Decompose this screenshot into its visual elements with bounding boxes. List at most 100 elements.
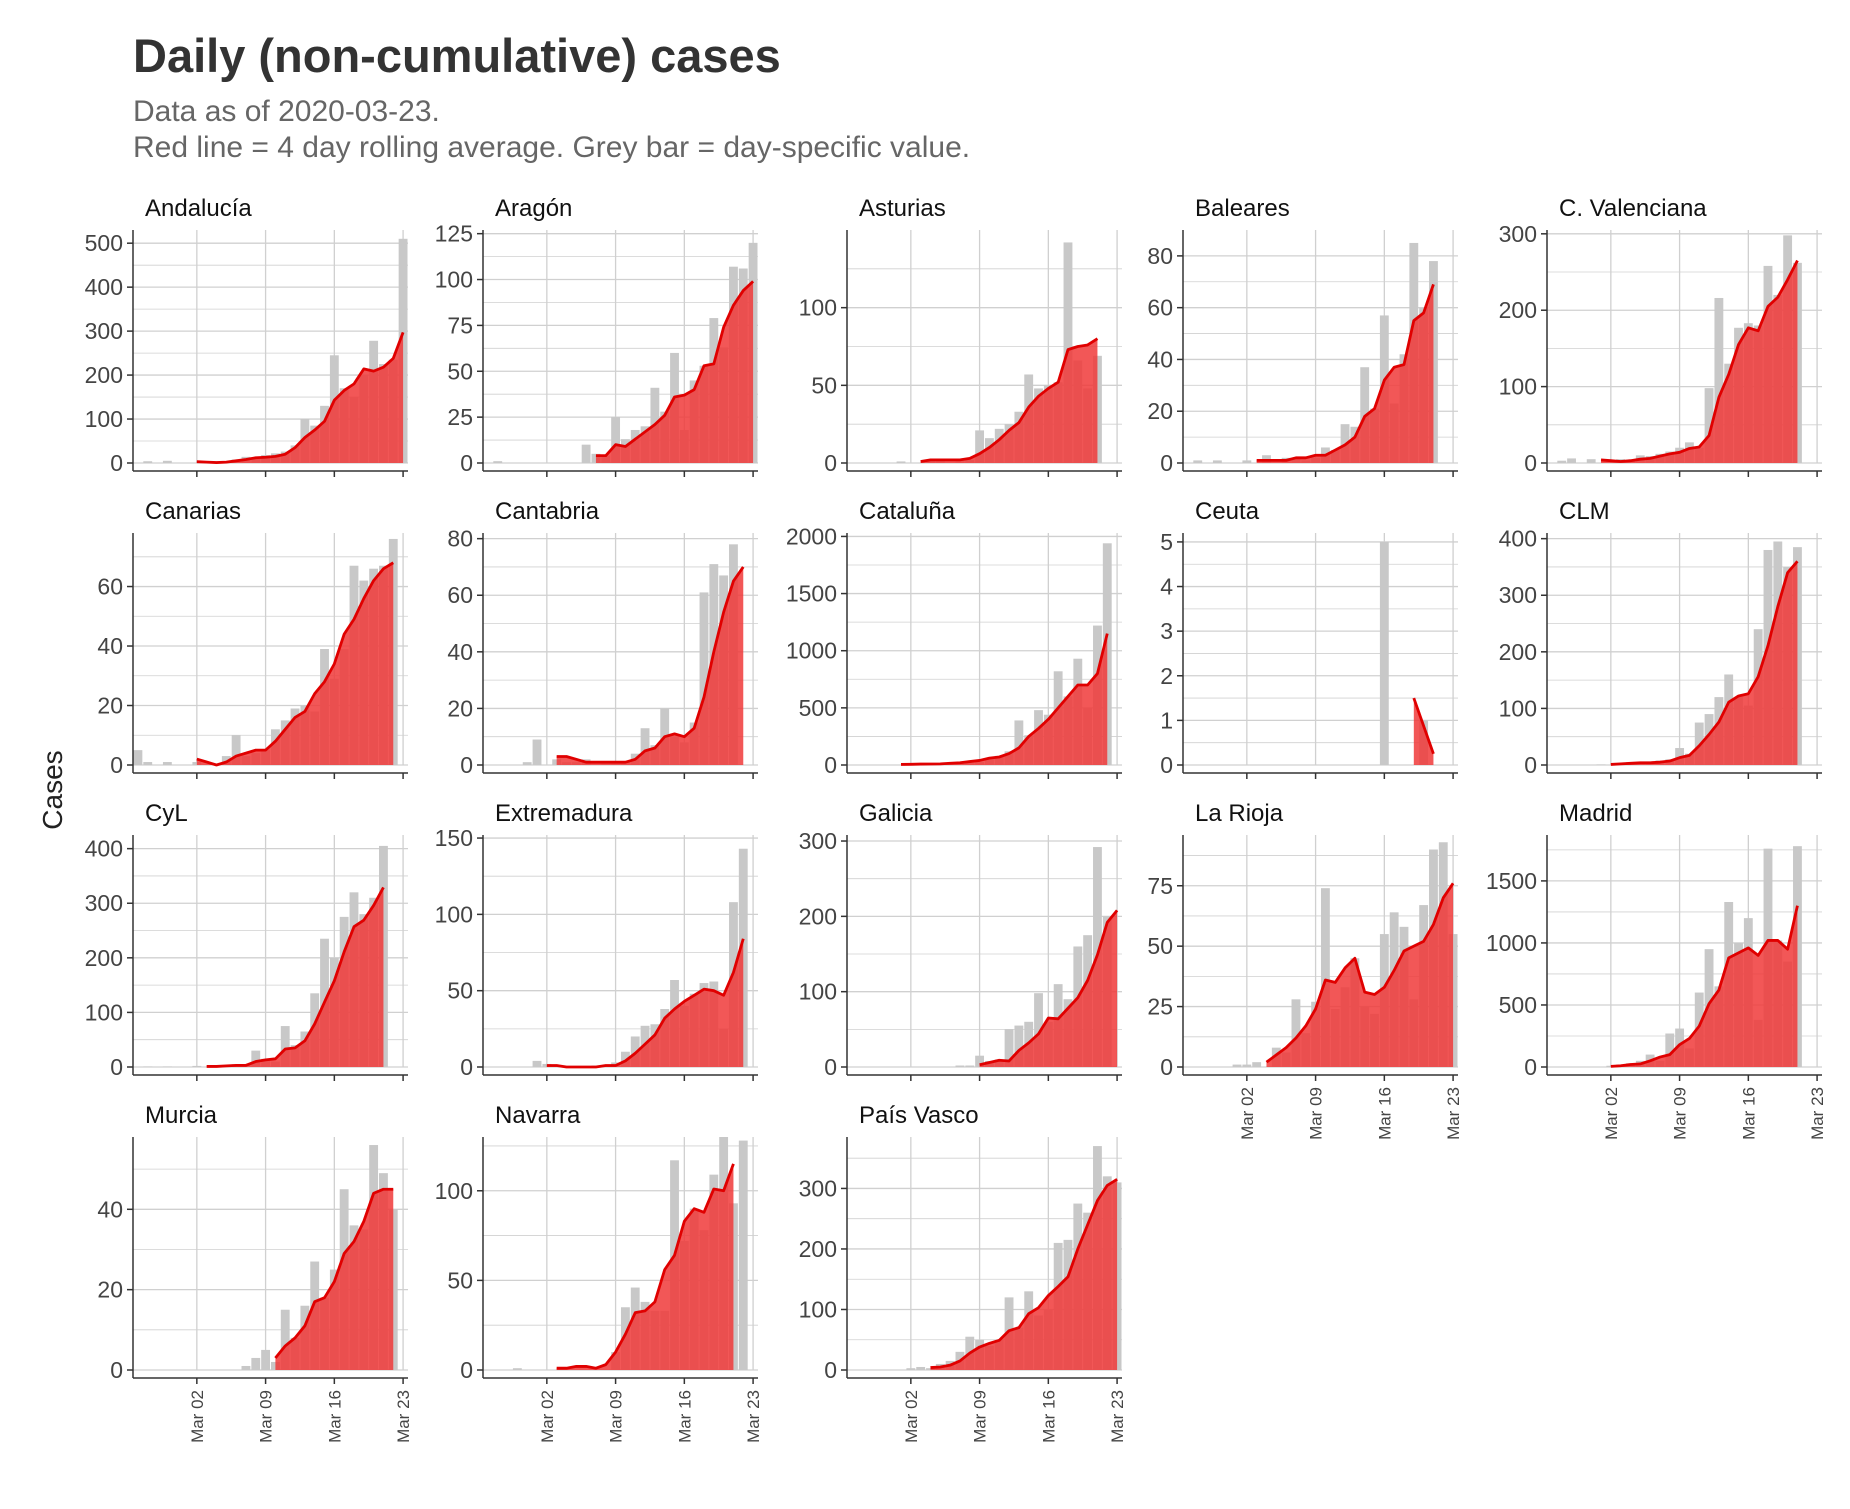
facet-cantabria: Cantabria 0 20 40 60 80 [447,498,758,779]
y-tick-label: 300 [85,318,123,344]
y-tick-label: 60 [97,574,123,600]
facet-ceuta: Ceuta 0 1 2 3 4 5 [1160,498,1458,779]
rolling-average-line [1610,560,1799,766]
bar [1704,388,1714,463]
bar [640,728,650,765]
y-tick-label: 200 [85,362,123,388]
bar [1242,460,1252,463]
bar [162,762,172,765]
facet-baleares: Baleares 0 20 40 60 80 [1147,195,1458,477]
y-tick-label: 80 [1147,243,1173,269]
bar [231,735,241,765]
y-tick-label: 100 [1499,695,1537,721]
bar [1291,999,1301,1067]
bar [1557,460,1567,463]
facet-title: La Rioja [1195,800,1284,827]
bar [1004,1029,1014,1067]
bar [581,444,591,463]
rolling-average-area [1610,905,1798,1067]
y-tick-label: 100 [85,999,123,1025]
rolling-average-area [595,281,754,463]
y-tick-label: 100 [799,979,837,1005]
bar [1714,297,1724,463]
y-tick-label: 1 [1160,707,1173,733]
x-tick-label: Mar 23 [1808,1087,1827,1140]
bar [522,762,532,765]
rolling-average-line [274,1187,394,1359]
bar [738,1140,748,1370]
rolling-average-line [196,561,394,767]
rolling-average-area [196,562,394,765]
y-tick-label: 2000 [786,523,837,549]
bar [916,1366,926,1370]
rolling-average-area [196,332,404,463]
rolling-average-area [930,1179,1118,1370]
bar [1665,1033,1675,1067]
y-tick-label: 200 [1499,639,1537,665]
y-tick-label: 500 [1499,992,1537,1018]
bar [162,460,172,463]
y-tick-label: 1500 [786,581,837,607]
y-axis-title: Cases [37,750,68,829]
bar [251,1357,261,1370]
rolling-average-area [206,887,384,1067]
y-tick-label: 50 [447,358,473,384]
y-tick-label: 20 [447,695,473,721]
y-tick-label: 0 [824,450,837,476]
facet-title: Baleares [1195,195,1290,222]
facet-title: Aragón [495,195,572,222]
bar [1242,1064,1252,1067]
rolling-average-area [275,1189,394,1370]
x-tick-label: Mar 23 [1108,1390,1127,1443]
facet-title: País Vasco [859,1102,979,1129]
x-tick-label: Mar 16 [1739,1087,1758,1140]
bar [1586,459,1596,463]
rolling-average-line [979,909,1119,1067]
bar [1212,460,1222,463]
facet-title: Madrid [1559,800,1632,827]
bar [280,1026,290,1067]
rolling-average-line [901,633,1109,766]
bar [955,1065,965,1067]
x-tick-label: Mar 02 [1602,1087,1621,1140]
facet-la-rioja: La Rioja 0 25 50 75 Mar 02 Mar 09 Mar 16 Mar 23 [1147,800,1463,1140]
rolling-average-line [1600,259,1799,463]
y-tick-label: 3 [1160,618,1173,644]
y-tick-label: 300 [1499,221,1537,247]
facet-title: Andalucía [145,195,252,222]
bar [699,592,709,765]
bar [1252,1062,1262,1067]
bar [1320,888,1330,1067]
rolling-average-line [1412,697,1435,755]
x-tick-label: Mar 23 [1444,1087,1463,1140]
y-tick-label: 2 [1160,663,1173,689]
y-tick-label: 100 [1499,374,1537,400]
facet-title: CyL [145,800,188,827]
facet-asturias: Asturias 0 50 100 [799,195,1122,477]
x-tick-label: Mar 09 [1307,1087,1326,1140]
facet-aragon: Aragón 0 25 50 75 100 125 [435,195,758,477]
rolling-average-line [920,337,1099,463]
y-tick-label: 20 [1147,398,1173,424]
bar [542,1063,552,1067]
y-tick-label: 50 [447,978,473,1004]
y-tick-label: 0 [824,1357,837,1383]
y-tick-label: 0 [1160,752,1173,778]
facet-canarias: Canarias 0 20 40 60 [97,498,408,779]
y-tick-label: 150 [435,825,473,851]
bar [965,1065,975,1067]
facet-title: Cantabria [495,498,600,525]
y-tick-label: 200 [85,945,123,971]
bar [1567,458,1576,463]
facet-andalucia: Andalucía 0 100 200 300 400 500 [85,195,408,477]
y-tick-label: 0 [110,1357,123,1383]
facet-title: Asturias [859,195,946,222]
y-tick-label: 100 [435,267,473,293]
y-tick-label: 300 [85,890,123,916]
rolling-average-area [546,938,744,1067]
y-tick-label: 125 [435,221,473,247]
bar [192,1065,202,1067]
y-tick-label: 100 [799,295,837,321]
rolling-average-line [196,331,405,464]
bar [1379,541,1389,765]
